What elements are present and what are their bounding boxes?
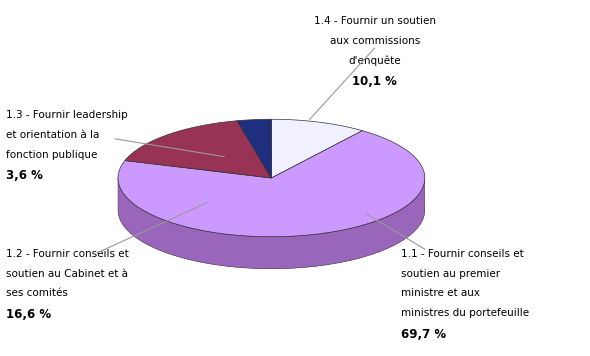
- Text: 1.3 - Fournir leadership: 1.3 - Fournir leadership: [6, 110, 127, 120]
- Text: 16,6 %: 16,6 %: [6, 308, 51, 321]
- Polygon shape: [125, 121, 271, 178]
- Text: fonction publique: fonction publique: [6, 150, 97, 159]
- Text: 10,1 %: 10,1 %: [352, 75, 397, 88]
- Text: 1.1 - Fournir conseils et: 1.1 - Fournir conseils et: [401, 249, 524, 259]
- Polygon shape: [237, 119, 271, 178]
- Polygon shape: [271, 119, 362, 178]
- Text: soutien au Cabinet et à: soutien au Cabinet et à: [6, 269, 128, 279]
- Text: ministres du portefeuille: ministres du portefeuille: [401, 308, 529, 318]
- Text: 69,7 %: 69,7 %: [401, 328, 446, 341]
- Text: soutien au premier: soutien au premier: [401, 269, 500, 279]
- Text: aux commissions: aux commissions: [330, 36, 419, 46]
- Text: et orientation à la: et orientation à la: [6, 130, 99, 140]
- Polygon shape: [118, 178, 425, 269]
- Text: d'enquête: d'enquête: [348, 55, 401, 66]
- Polygon shape: [118, 131, 425, 237]
- Text: 1.4 - Fournir un soutien: 1.4 - Fournir un soutien: [314, 16, 435, 26]
- Text: ministre et aux: ministre et aux: [401, 288, 480, 298]
- Polygon shape: [118, 151, 425, 269]
- Text: ses comités: ses comités: [6, 288, 68, 298]
- Text: 3,6 %: 3,6 %: [6, 169, 42, 182]
- Text: 1.2 - Fournir conseils et: 1.2 - Fournir conseils et: [6, 249, 129, 259]
